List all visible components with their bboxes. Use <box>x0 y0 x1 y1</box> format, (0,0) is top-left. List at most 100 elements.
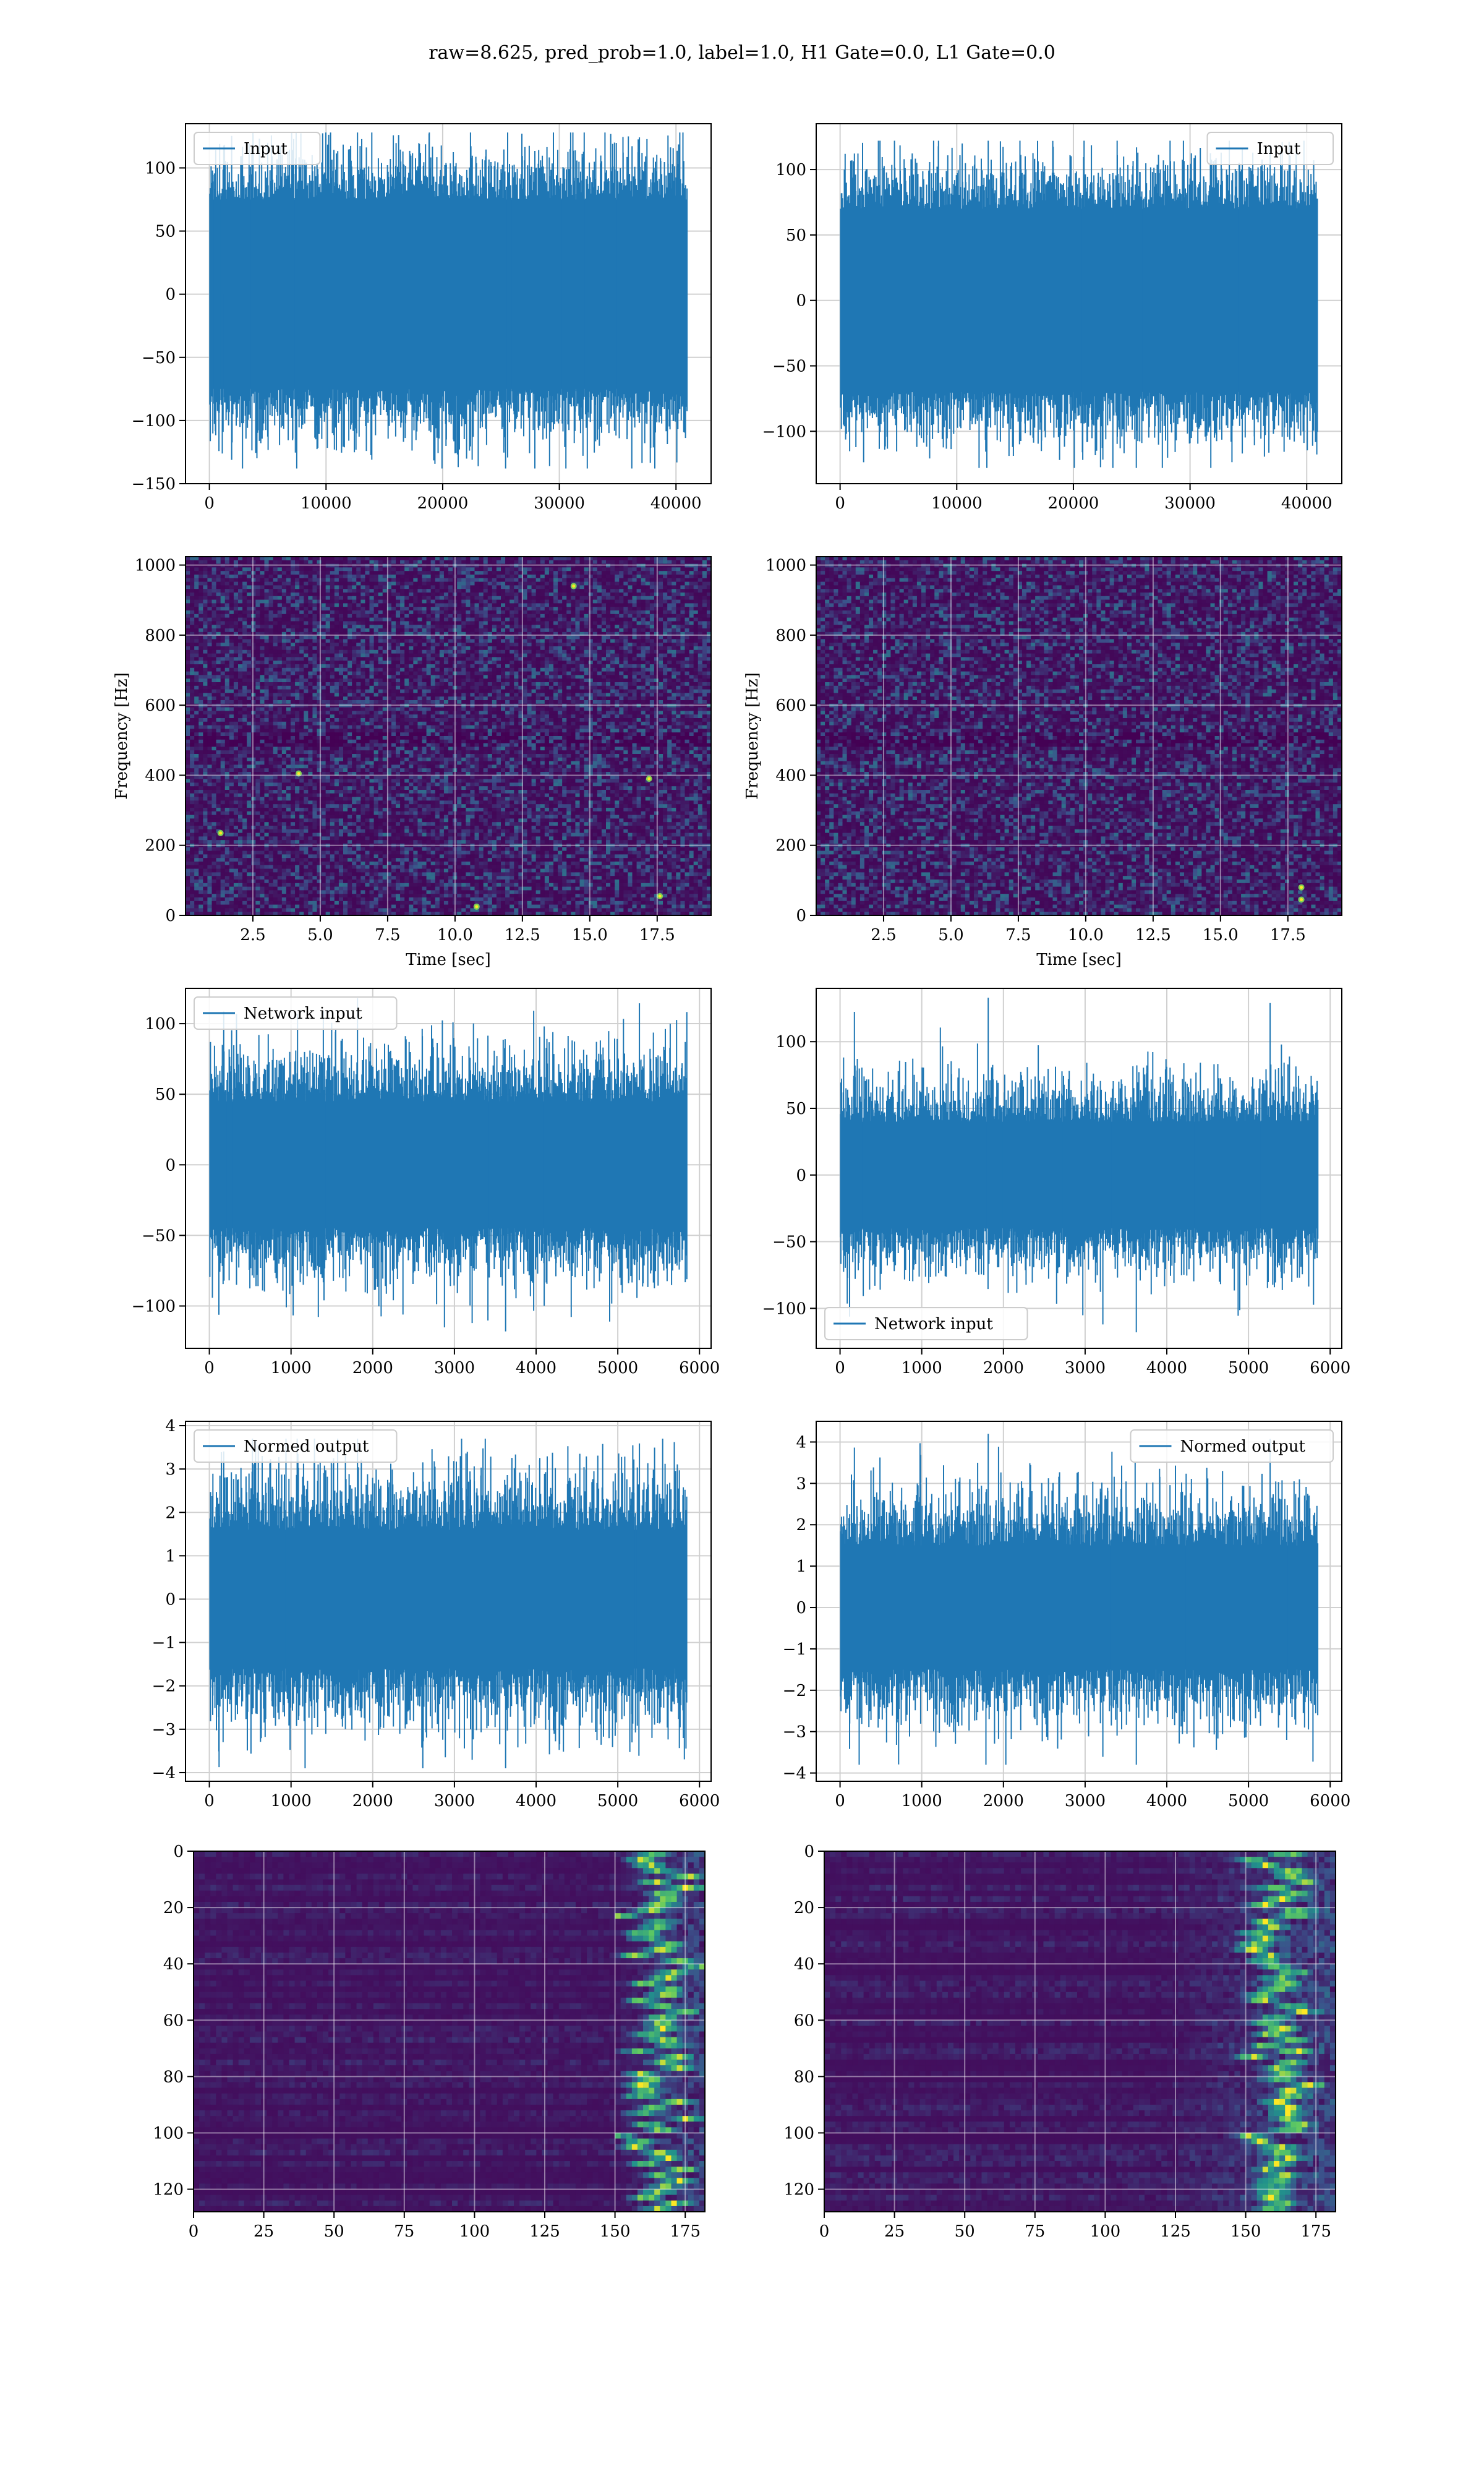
heatmap-cell <box>628 675 633 679</box>
heatmap-cell <box>299 560 304 565</box>
heatmap-cell <box>487 571 493 575</box>
heatmap-cell <box>369 631 375 636</box>
heatmap-cell <box>628 617 633 622</box>
heatmap-cell <box>702 628 707 633</box>
heatmap-cell <box>378 628 383 633</box>
heatmap-cell <box>242 700 247 704</box>
heatmap-cell <box>706 560 711 565</box>
heatmap-cell <box>544 653 550 657</box>
heatmap-cell <box>312 635 318 640</box>
heatmap-cell <box>400 696 405 701</box>
heatmap-cell <box>409 675 414 679</box>
heatmap-cell <box>588 607 594 611</box>
heatmap-cell <box>304 596 309 601</box>
heatmap-cell <box>348 653 352 657</box>
heatmap-cell <box>461 664 466 669</box>
heatmap-cell <box>579 567 585 571</box>
heatmap-cell <box>238 617 243 622</box>
heatmap-cell <box>373 571 379 575</box>
heatmap-cell <box>553 689 558 693</box>
heatmap-cell <box>194 675 199 679</box>
heatmap-cell <box>623 603 629 607</box>
heatmap-cell <box>588 585 594 589</box>
heatmap-cell <box>247 685 252 690</box>
heatmap-cell <box>606 639 611 643</box>
heatmap-cell <box>553 617 558 622</box>
heatmap-cell <box>483 682 488 687</box>
heatmap-cell <box>628 563 633 568</box>
heatmap-cell <box>487 599 493 604</box>
heatmap-cell <box>558 631 563 636</box>
heatmap-cell <box>632 578 638 583</box>
heatmap-cell <box>474 589 480 593</box>
heatmap-cell <box>409 617 414 622</box>
heatmap-cell <box>286 578 291 583</box>
heatmap-cell <box>426 567 432 571</box>
heatmap-cell <box>255 621 261 625</box>
heatmap-cell <box>198 657 203 661</box>
heatmap-cell <box>667 685 672 690</box>
heatmap-cell <box>632 603 638 607</box>
heatmap-cell <box>697 593 703 597</box>
heatmap-cell <box>654 693 659 697</box>
heatmap-cell <box>510 625 514 629</box>
heatmap-cell <box>404 589 409 593</box>
heatmap-cell <box>510 557 514 561</box>
heatmap-cell <box>562 596 567 601</box>
heatmap-cell <box>601 689 607 693</box>
heatmap-cell <box>479 596 484 601</box>
heatmap-cell <box>343 599 348 604</box>
heatmap-cell <box>606 589 611 593</box>
heatmap-cell <box>562 589 567 593</box>
heatmap-cell <box>321 678 326 683</box>
heatmap-cell <box>203 617 208 622</box>
heatmap-cell <box>396 643 401 647</box>
heatmap-cell <box>317 635 322 640</box>
heatmap-cell <box>487 607 493 611</box>
heatmap-cell <box>430 682 436 687</box>
heatmap-cell <box>566 631 571 636</box>
heatmap-cell <box>518 589 524 593</box>
heatmap-cell <box>325 567 331 571</box>
heatmap-cell <box>264 617 270 622</box>
heatmap-cell <box>496 646 501 651</box>
heatmap-cell <box>373 557 379 561</box>
heatmap-cell <box>247 643 252 647</box>
heatmap-cell <box>610 631 615 636</box>
heatmap-cell <box>439 603 445 607</box>
heatmap-cell <box>505 664 510 669</box>
heatmap-cell <box>325 560 331 565</box>
heatmap-cell <box>255 581 261 586</box>
heatmap-cell <box>365 696 370 701</box>
heatmap-cell <box>220 685 226 690</box>
heatmap-cell <box>706 581 711 586</box>
heatmap-cell <box>304 560 309 565</box>
heatmap-cell <box>356 581 361 586</box>
heatmap-cell <box>706 646 711 651</box>
heatmap-cell <box>544 578 550 583</box>
heatmap-cell <box>348 696 352 701</box>
heatmap-cell <box>352 607 357 611</box>
heatmap-cell <box>514 596 519 601</box>
heatmap-cell <box>435 643 440 647</box>
heatmap-cell <box>321 643 326 647</box>
heatmap-cell <box>373 593 379 597</box>
heatmap-cell <box>203 571 208 575</box>
heatmap-cell <box>386 667 392 672</box>
heatmap-cell <box>505 607 510 611</box>
heatmap-cell <box>378 571 383 575</box>
heatmap-cell <box>448 693 453 697</box>
heatmap-cell <box>194 682 199 687</box>
heatmap-cell <box>203 589 208 593</box>
heatmap-cell <box>623 682 629 687</box>
heatmap-cell <box>260 643 265 647</box>
heatmap-cell <box>697 560 703 565</box>
heatmap-cell <box>453 614 458 618</box>
heatmap-cell <box>676 599 681 604</box>
heatmap-cell <box>247 689 252 693</box>
heatmap-cell <box>400 557 405 561</box>
heatmap-cell <box>422 682 427 687</box>
heatmap-cell <box>548 667 554 672</box>
heatmap-cell <box>334 667 339 672</box>
heatmap-cell <box>435 628 440 633</box>
